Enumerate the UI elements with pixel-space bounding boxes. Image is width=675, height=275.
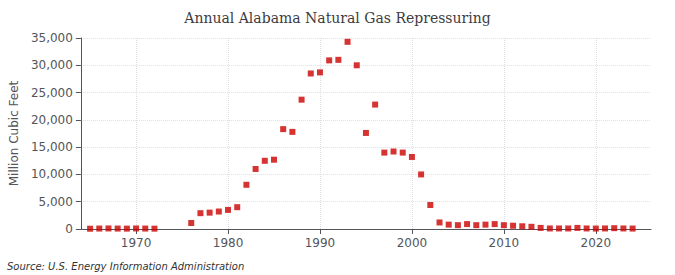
svg-text:2020: 2020	[581, 236, 612, 250]
svg-text:2000: 2000	[397, 236, 428, 250]
svg-text:10,000: 10,000	[31, 167, 73, 181]
svg-text:30,000: 30,000	[31, 58, 73, 72]
svg-text:5,000: 5,000	[39, 195, 73, 209]
svg-text:1990: 1990	[305, 236, 336, 250]
svg-text:15,000: 15,000	[31, 140, 73, 154]
svg-text:0: 0	[65, 222, 73, 236]
svg-text:Million Cubic Feet: Million Cubic Feet	[7, 80, 21, 186]
svg-text:20,000: 20,000	[31, 113, 73, 127]
svg-text:35,000: 35,000	[31, 31, 73, 45]
svg-text:Source: U.S. Energy Informatio: Source: U.S. Energy Information Administ…	[7, 261, 244, 272]
svg-text:25,000: 25,000	[31, 86, 73, 100]
svg-text:1970: 1970	[121, 236, 152, 250]
svg-text:1980: 1980	[213, 236, 244, 250]
svg-text:Annual Alabama Natural Gas Rep: Annual Alabama Natural Gas Repressuring	[183, 10, 490, 26]
svg-text:2010: 2010	[489, 236, 520, 250]
